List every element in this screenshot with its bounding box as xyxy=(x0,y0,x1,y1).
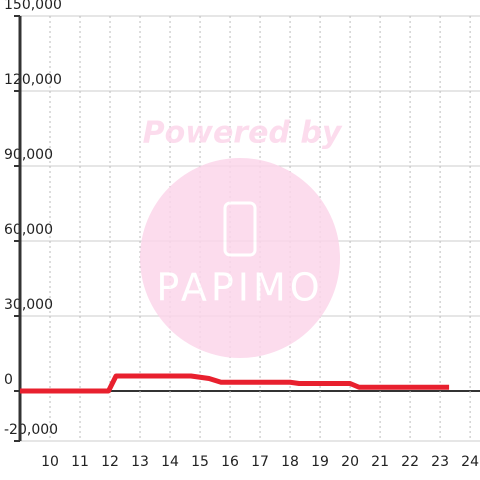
watermark-phone xyxy=(223,201,257,257)
x-tick-label: 17 xyxy=(251,454,269,470)
x-tick-label: 22 xyxy=(401,454,419,470)
y-tick-label: 0 xyxy=(4,372,13,388)
x-tick-label: 16 xyxy=(221,454,239,470)
x-tick-label: 15 xyxy=(191,454,209,470)
x-tick-label: 11 xyxy=(71,454,89,470)
x-tick-label: 20 xyxy=(341,454,359,470)
y-tick-label: 30,000 xyxy=(4,297,53,313)
watermark-text: Powered by xyxy=(143,116,343,151)
watermark: Powered by PAPIMO xyxy=(140,116,343,358)
watermark-circle xyxy=(140,158,340,358)
x-tick-label: 23 xyxy=(431,454,449,470)
y-tick-label: 90,000 xyxy=(4,147,53,163)
x-tick-label: 13 xyxy=(131,454,149,470)
line-series xyxy=(20,373,450,394)
y-tick-label: 60,000 xyxy=(4,222,53,238)
x-tick-label: 12 xyxy=(101,454,119,470)
x-tick-label: 21 xyxy=(371,454,389,470)
x-tick-label: 10 xyxy=(41,454,59,470)
y-tick-label: 120,000 xyxy=(4,72,62,88)
watermark-logo: PAPIMO xyxy=(156,266,323,310)
x-tick-label: 24 xyxy=(461,454,479,470)
x-tick-label: 14 xyxy=(161,454,179,470)
x-tick-label: 18 xyxy=(281,454,299,470)
y-tick-label: -20,000 xyxy=(4,422,58,438)
x-tick-label: 19 xyxy=(311,454,329,470)
plot: -20,000 0 30,000 60,000 90,000 120,000 150,000… xyxy=(4,0,479,470)
y-tick-label: 150,000 xyxy=(4,0,62,13)
